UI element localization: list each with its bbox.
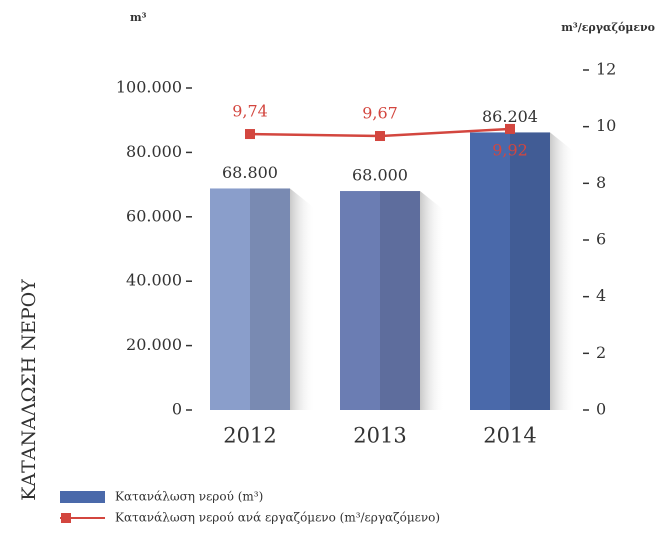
bar-shade xyxy=(250,188,290,410)
y-unit: m³ xyxy=(130,11,147,24)
y-tick-label: 20.000 xyxy=(126,335,182,354)
y2-tick-label: 4 xyxy=(596,286,606,305)
value-label: 68.800 xyxy=(222,163,278,182)
bar xyxy=(470,132,550,410)
legend-swatch xyxy=(61,513,71,523)
marker xyxy=(505,123,515,134)
y-tick-label: 0 xyxy=(172,400,182,419)
x-tick-label: 2013 xyxy=(353,424,406,448)
y2-tick-label: 0 xyxy=(596,400,606,419)
bar-shadow xyxy=(420,191,445,410)
y-tick-label: 100.000 xyxy=(116,78,182,97)
y2-tick-label: 6 xyxy=(596,230,606,249)
y2-unit: m³/εργαζόμενο xyxy=(561,21,655,34)
legend-label: Κατανάλωση νερού (m³) xyxy=(115,490,263,504)
bar xyxy=(210,188,290,410)
legend-swatch xyxy=(60,491,105,503)
bar-shadow xyxy=(290,188,315,410)
y-tick-label: 40.000 xyxy=(126,271,182,290)
y2-tick-label: 12 xyxy=(596,60,616,79)
bar-shade xyxy=(510,132,550,410)
value-label: 86.204 xyxy=(482,107,538,126)
y2-tick-label: 2 xyxy=(596,343,606,362)
bar-shadow xyxy=(550,132,575,410)
y-tick-label: 80.000 xyxy=(126,142,182,161)
legend-label: Κατανάλωση νερού ανά εργαζόμενο (m³/εργα… xyxy=(115,511,440,525)
y-tick-label: 60.000 xyxy=(126,206,182,225)
x-tick-label: 2014 xyxy=(483,424,536,448)
axis-title: ΚΑΤΑΝΑΛΩΣΗ ΝΕΡΟΥ xyxy=(18,279,40,501)
value-label: 9,74 xyxy=(232,102,268,121)
marker xyxy=(375,131,385,142)
value-label: 9,92 xyxy=(492,140,528,159)
value-label: 68.000 xyxy=(352,166,408,185)
bar xyxy=(340,191,420,410)
bar-shade xyxy=(380,191,420,410)
y2-tick-label: 8 xyxy=(596,173,606,192)
marker xyxy=(245,129,255,140)
y2-tick-label: 10 xyxy=(596,116,616,135)
x-tick-label: 2012 xyxy=(223,424,276,448)
value-label: 9,67 xyxy=(362,104,398,123)
